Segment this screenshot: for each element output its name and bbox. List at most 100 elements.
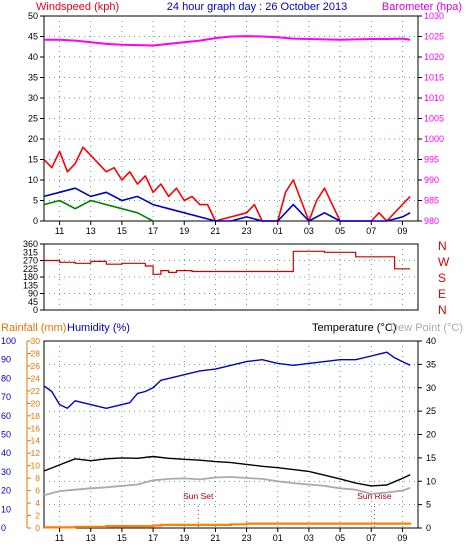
rain-ytick-label: 6 [35,486,40,496]
rain-ytick-label: 30 [31,336,41,346]
wind-panel-xtick-label: 21 [210,226,220,236]
wind-panel-xtick-label: 11 [55,226,64,236]
temp-ytick-label: 0 [426,523,431,533]
baro-ytick-label: 985 [424,196,439,206]
humidity-ytick-label: 40 [1,448,11,458]
rainfall-label: Rainfall (mm) [1,322,66,334]
humidity-ytick-label: 80 [1,373,11,383]
series-dew-point [43,476,411,497]
wind-ytick-label: 20 [28,134,38,144]
wind-panel-frame [43,15,419,222]
series-temperature [43,455,411,487]
series-average [43,187,411,222]
temp-panel-xtick-label: 05 [335,533,345,543]
baro-ytick-label: 1005 [424,114,444,124]
wind-panel-xtick-label: 01 [273,226,283,236]
humidity-ytick-label: 50 [1,430,11,440]
humidity-ytick-label: 0 [1,523,6,533]
rain-ytick-label: 2 [35,511,40,521]
temp-panel-xtick-label: 23 [242,533,252,543]
temp-ytick-label: 35 [426,359,436,369]
series-barometer [44,35,411,47]
humidity-ytick-label: 20 [1,486,11,496]
temp-ytick-label: 40 [426,336,436,346]
chart-layer: 0510152025303540455098098599099510001005… [1,11,450,543]
rain-ytick-label: 14 [31,436,41,446]
wind-ytick-label: 25 [28,114,38,124]
rain-ytick-label: 4 [35,498,40,508]
sunset-label: Sun Set [183,491,214,501]
baro-ytick-label: 1010 [424,93,444,103]
series-direction [44,250,411,275]
temp-ytick-label: 10 [426,476,436,486]
dir-panel-frame [43,243,419,311]
windspeed-label: Windspeed (kph) [36,1,119,13]
dewpoint-label: Dew Point (°C) [390,322,463,334]
dir-ytick-label: 0 [33,305,38,315]
compass-letter: E [438,287,446,301]
compass-letter: S [438,271,446,285]
wind-panel-xtick-label: 05 [335,226,345,236]
temp-panel-xtick-label: 03 [304,533,314,543]
baro-ytick-label: 1020 [424,52,444,62]
sunrise-label: Sun Rise [357,491,392,501]
rain-ytick-label: 10 [31,461,41,471]
wind-ytick-label: 50 [28,11,38,21]
wind-ytick-label: 5 [33,196,38,206]
wind-ytick-label: 35 [28,73,38,83]
rain-ytick-label: 20 [31,398,41,408]
temp-panel-xtick-label: 13 [86,533,96,543]
wind-ytick-label: 45 [28,32,38,42]
temp-ytick-label: 15 [426,453,436,463]
rain-ytick-label: 18 [31,411,41,421]
humidity-ytick-label: 60 [1,411,11,421]
dir-ytick-label: 270 [23,256,38,266]
baro-ytick-label: 990 [424,175,439,185]
barometer-label: Barometer (hpa) [382,1,462,13]
humidity-ytick-label: 10 [1,504,11,514]
baro-ytick-label: 1015 [424,73,444,83]
compass-letter: W [438,255,450,269]
baro-ytick-label: 980 [424,216,439,226]
wind-panel-xtick-label: 17 [148,226,158,236]
rain-ytick-label: 8 [35,473,40,483]
graph-title: 24 hour graph day : 26 October 2013 [167,1,347,13]
dir-ytick-label: 45 [28,297,38,307]
temp-panel-xtick-label: 15 [117,533,127,543]
rain-ytick-label: 22 [31,386,41,396]
baro-ytick-label: 1025 [424,32,444,42]
humidity-ytick-label: 30 [1,467,11,477]
temp-ytick-label: 25 [426,406,436,416]
temp-ytick-label: 20 [426,430,436,440]
wind-ytick-label: 40 [28,52,38,62]
baro-ytick-label: 995 [424,155,439,165]
wind-ytick-label: 0 [33,216,38,226]
wind-ytick-label: 30 [28,93,38,103]
dir-ytick-label: 315 [23,247,38,257]
temperature-label: Temperature (°C) [312,322,396,334]
wind-panel-xtick-label: 23 [242,226,252,236]
series-green [43,199,154,222]
temp-panel-xtick-label: 11 [55,533,64,543]
humidity-label: Humidity (%) [67,322,130,334]
rain-ytick-label: 26 [31,361,41,371]
temp-panel-xtick-label: 21 [210,533,220,543]
temp-ytick-label: 30 [426,383,436,393]
dir-ytick-label: 135 [23,280,38,290]
humidity-ytick-label: 100 [1,336,16,346]
temp-ytick-label: 5 [426,500,431,510]
baro-ytick-label: 1000 [424,134,444,144]
humidity-ytick-label: 90 [1,355,11,365]
temp-panel-xtick-label: 17 [148,533,158,543]
compass-letter: N [438,303,447,317]
series-rainfall [44,522,412,529]
temp-panel-xtick-label: 09 [397,533,407,543]
temp-panel-xtick-label: 19 [179,533,189,543]
wind-panel-xtick-label: 07 [366,226,376,236]
dir-ytick-label: 180 [23,272,38,282]
temp-panel-xtick-label: 07 [366,533,376,543]
dir-ytick-label: 225 [23,264,38,274]
rain-ytick-label: 24 [31,373,41,383]
